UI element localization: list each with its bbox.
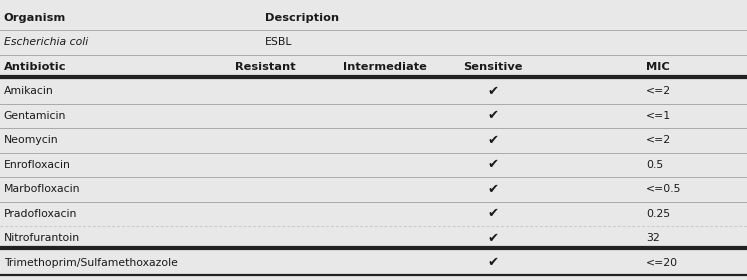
Text: ✔: ✔ <box>488 134 498 147</box>
Text: Sensitive: Sensitive <box>463 62 523 72</box>
Text: <=1: <=1 <box>646 111 672 121</box>
Text: Pradofloxacin: Pradofloxacin <box>4 209 77 219</box>
Text: ✔: ✔ <box>488 183 498 196</box>
Text: Antibiotic: Antibiotic <box>4 62 66 72</box>
Text: <=2: <=2 <box>646 86 672 96</box>
Text: 32: 32 <box>646 233 660 243</box>
Text: <=0.5: <=0.5 <box>646 184 682 194</box>
Text: Amikacin: Amikacin <box>4 86 54 96</box>
Text: Description: Description <box>265 13 339 23</box>
Text: Organism: Organism <box>4 13 66 23</box>
Text: Resistant: Resistant <box>235 62 296 72</box>
Text: 0.5: 0.5 <box>646 160 663 170</box>
Text: ESBL: ESBL <box>265 37 293 47</box>
Text: Marbofloxacin: Marbofloxacin <box>4 184 80 194</box>
Text: Nitrofurantoin: Nitrofurantoin <box>4 233 80 243</box>
Text: Trimethoprim/Sulfamethoxazole: Trimethoprim/Sulfamethoxazole <box>4 258 178 268</box>
Text: ✔: ✔ <box>488 158 498 171</box>
Text: Gentamicin: Gentamicin <box>4 111 66 121</box>
Text: ✔: ✔ <box>488 85 498 98</box>
Text: MIC: MIC <box>646 62 670 72</box>
Text: <=2: <=2 <box>646 135 672 145</box>
Text: Enrofloxacin: Enrofloxacin <box>4 160 71 170</box>
Text: ✔: ✔ <box>488 256 498 269</box>
Text: 0.25: 0.25 <box>646 209 670 219</box>
Text: ✔: ✔ <box>488 207 498 220</box>
Text: Intermediate: Intermediate <box>343 62 427 72</box>
Text: <=20: <=20 <box>646 258 678 268</box>
Text: Neomycin: Neomycin <box>4 135 58 145</box>
Text: Escherichia coli: Escherichia coli <box>4 37 88 47</box>
Text: ✔: ✔ <box>488 232 498 245</box>
Text: ✔: ✔ <box>488 109 498 122</box>
